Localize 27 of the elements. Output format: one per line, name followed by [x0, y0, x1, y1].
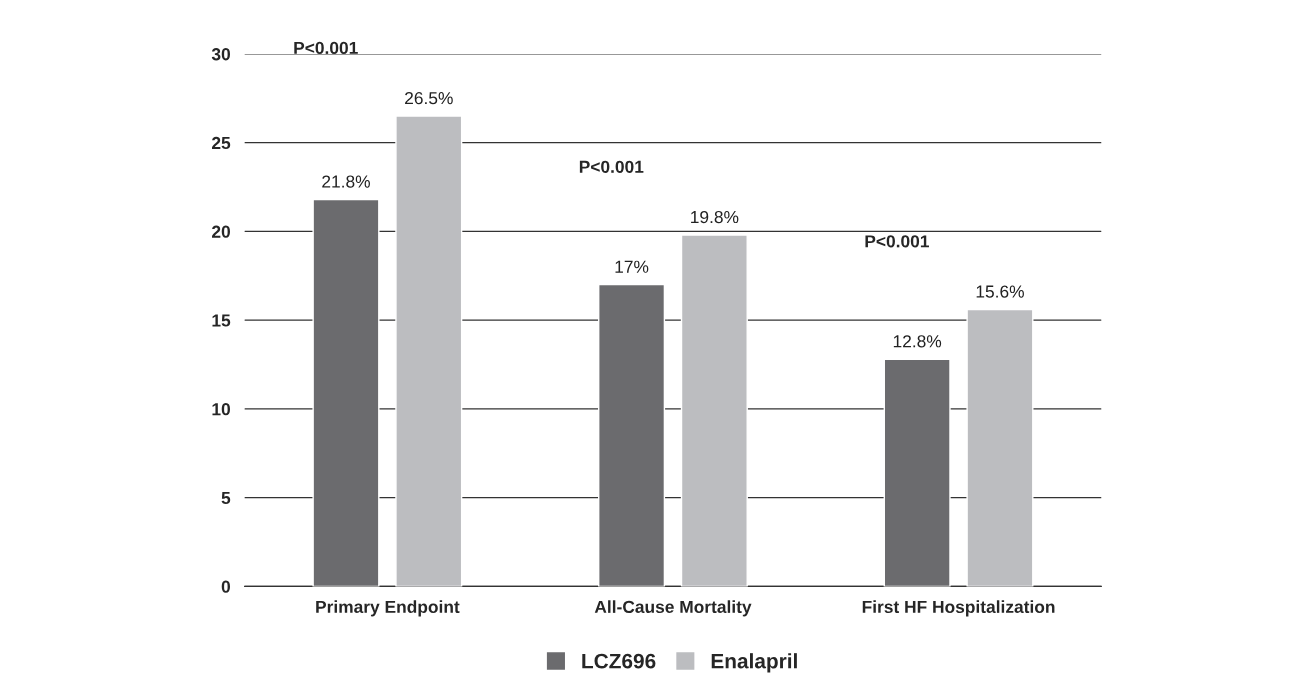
bar [395, 115, 463, 587]
x-tick-label: All-Cause Mortality [594, 600, 752, 617]
annotation: P<0.001 [294, 41, 358, 55]
y-tick-label: 10 [212, 403, 230, 416]
bar [966, 308, 1034, 587]
data-label: 17% [615, 260, 649, 273]
y-tick-label: 25 [212, 136, 231, 150]
x-tick-label: First HF Hospitalization [862, 600, 1055, 617]
x-tick-label: Primary Endpoint [316, 600, 460, 617]
y-tick-label: 15 [212, 314, 231, 327]
y-tick-label: 5 [221, 491, 231, 505]
bar [312, 198, 380, 587]
annotation: P<0.001 [865, 235, 929, 248]
bar [680, 234, 748, 587]
data-label: 15.6% [976, 285, 1024, 298]
bar [883, 358, 951, 587]
y-tick-label: 20 [212, 225, 230, 238]
y-tick-label: 30 [211, 48, 230, 61]
data-label: 21.8% [322, 175, 370, 188]
bar [598, 283, 666, 587]
annotation: P<0.001 [579, 160, 644, 173]
data-label: 26.5% [405, 91, 453, 105]
data-label: 19.8% [691, 210, 739, 224]
data-label: 12.8% [893, 335, 942, 348]
y-tick-label: 0 [221, 580, 230, 593]
legend-label: Enalapril [711, 653, 797, 673]
legend-label: LCZ696 [582, 653, 656, 669]
